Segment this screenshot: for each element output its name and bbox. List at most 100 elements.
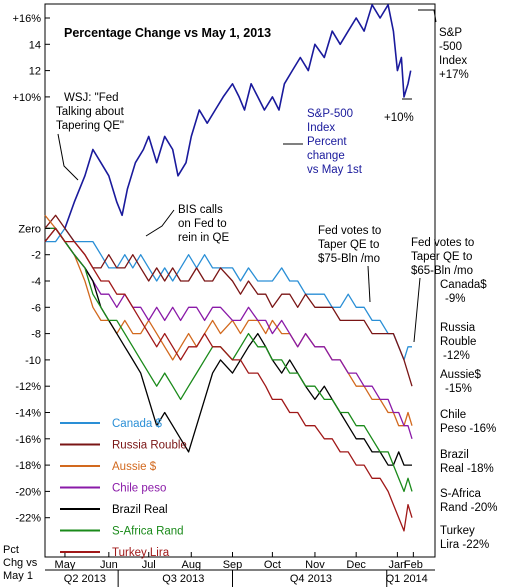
wsj-line-2: Talking about	[56, 106, 125, 118]
canada-line-2: -9%	[445, 293, 465, 305]
quarter-label-1: Q3 2013	[162, 573, 204, 585]
sp-end-pointer	[418, 9, 437, 23]
series-line-chile-peso	[45, 227, 413, 439]
brazil-line-2: Real -18%	[440, 463, 494, 475]
bis-line-1: BIS calls	[178, 204, 223, 216]
sp-ten-label: +10%	[384, 112, 414, 124]
series-line-russia-rouble	[44, 214, 413, 387]
annotation-sp-end: S&P -500 Index +17%	[418, 9, 469, 81]
y-tick-label-15: -22%	[15, 513, 41, 525]
x-tick-label-9: Feb	[404, 559, 423, 571]
x-tick-label-0: May	[55, 559, 76, 571]
fed75-line-3: $75-Bln /mo	[318, 253, 380, 265]
y-tick-label-9: -10	[25, 355, 41, 367]
end-label-chile: Chile Peso -16%	[440, 409, 496, 435]
y-tick-label-11: -14%	[15, 408, 41, 420]
quarter-label-3: Q1 2014	[386, 573, 428, 585]
y-caption-line-1: Pct	[3, 544, 19, 556]
safrica-line-1: S-Africa	[440, 488, 482, 500]
series-line-s-p-500	[64, 4, 412, 229]
legend: Canada $ Russia Rouble Aussie $ Chile peso B…	[60, 418, 187, 559]
x-tick-label-7: Dec	[346, 559, 366, 571]
fed65-line-1: Fed votes to	[411, 237, 474, 249]
bis-pointer	[145, 209, 175, 237]
series-line-turkey-lira	[44, 227, 413, 532]
annotation-sp-ten: +10%	[384, 98, 414, 124]
series-layer	[44, 4, 413, 532]
wsj-line-1: WSJ: "Fed	[64, 92, 119, 104]
annotation-fed65: Fed votes to Taper QE to $65-Bln /mo	[411, 237, 474, 343]
annotation-sp-description: S&P-500 Index Percent change vs May 1st	[283, 108, 363, 176]
chile-line-2: Peso -16%	[440, 423, 496, 435]
annotation-wsj: WSJ: "Fed Talking about Tapering QE"	[56, 92, 125, 181]
aussie-line-2: -15%	[445, 383, 472, 395]
quarter-label-0: Q2 2013	[64, 573, 106, 585]
legend-label-6: Turkey Lira	[112, 547, 170, 559]
y-tick-label-10: -12%	[15, 381, 41, 393]
legend-label-5: S-Africa Rand	[112, 526, 184, 538]
y-tick-label-6: -4	[31, 276, 41, 288]
annotation-fed75: Fed votes to Taper QE to $75-Bln /mo	[318, 225, 381, 303]
y-tick-label-14: -20%	[15, 486, 41, 498]
y-caption-line-2: Chg vs	[3, 557, 38, 569]
fed65-line-2: Taper QE to	[411, 251, 472, 263]
sp-desc-line-4: change	[307, 150, 345, 162]
fed65-pointer	[413, 277, 421, 343]
x-tick-label-8: Jan	[389, 559, 407, 571]
legend-label-1: Russia Rouble	[112, 440, 187, 452]
x-tick-label-6: Nov	[305, 559, 325, 571]
turkey-line-2: Lira -22%	[440, 539, 489, 551]
end-label-russia: Russia Rouble -12%	[440, 322, 476, 362]
legend-label-3: Chile peso	[112, 483, 166, 495]
x-tick-label-3: Aug	[181, 559, 201, 571]
wsj-pointer	[57, 133, 79, 181]
sp-end-line-2: -500	[439, 41, 462, 53]
russia-line-1: Russia	[440, 322, 476, 334]
x-tick-label-4: Sep	[223, 559, 243, 571]
x-tick-label-5: Oct	[264, 559, 281, 571]
fed75-line-2: Taper QE to	[318, 239, 379, 251]
sp-desc-line-5: vs May 1st	[307, 164, 363, 176]
legend-label-0: Canada $	[112, 418, 162, 430]
safrica-line-2: Rand -20%	[440, 502, 498, 514]
y-tick-label-1: 14	[29, 39, 41, 51]
y-tick-label-8: -8	[31, 329, 41, 341]
wsj-line-3: Tapering QE"	[56, 120, 124, 132]
sp-desc-line-2: Index	[307, 122, 335, 134]
y-tick-label-7: -6	[31, 302, 41, 314]
y-axis-ticks: +16% 14 12 +10% Zero -2 -4 -6 -8 -10 -12% -14% -16% -…	[13, 13, 50, 525]
end-label-canada: Canada$ -9%	[440, 279, 487, 305]
y-tick-label-13: -18%	[15, 460, 41, 472]
sp-desc-line-1: S&P-500	[307, 108, 353, 120]
bis-line-3: rein in QE	[178, 232, 229, 244]
y-tick-label-12: -16%	[15, 434, 41, 446]
quarter-label-2: Q4 2013	[290, 573, 332, 585]
turkey-line-1: Turkey	[440, 525, 475, 537]
y-tick-label-3: +10%	[13, 92, 42, 104]
end-label-turkey: Turkey Lira -22%	[440, 525, 489, 551]
russia-line-2: Rouble	[440, 336, 476, 348]
sp-end-line-3: Index	[439, 55, 467, 67]
annotation-bis: BIS calls on Fed to rein in QE	[145, 204, 229, 244]
legend-label-2: Aussie $	[112, 461, 157, 473]
chart-title: Percentage Change vs May 1, 2013	[64, 26, 271, 40]
y-caption-line-3: May 1	[3, 570, 33, 582]
fed65-line-3: $65-Bln /mo	[411, 265, 473, 277]
x-tick-label-1: Jun	[100, 559, 118, 571]
brazil-line-1: Brazil	[440, 449, 469, 461]
series-line-canada-	[45, 227, 412, 361]
sp-end-line-1: S&P	[439, 27, 462, 39]
sp-desc-line-3: Percent	[307, 136, 347, 148]
end-label-brazil: Brazil Real -18%	[440, 449, 494, 475]
x-axis-quarter-labels: Q2 2013 Q3 2013 Q4 2013 Q1 2014	[64, 570, 428, 587]
end-label-safrica: S-Africa Rand -20%	[440, 488, 498, 514]
canada-line-1: Canada$	[440, 279, 487, 291]
fed75-pointer	[367, 265, 371, 303]
legend-label-4: Brazil Real	[112, 504, 168, 516]
fed75-line-1: Fed votes to	[318, 225, 381, 237]
y-axis-caption: Pct Chg vs May 1	[3, 544, 38, 582]
series-line-s-africa-rand	[45, 227, 413, 493]
bis-line-2: on Fed to	[178, 218, 227, 230]
